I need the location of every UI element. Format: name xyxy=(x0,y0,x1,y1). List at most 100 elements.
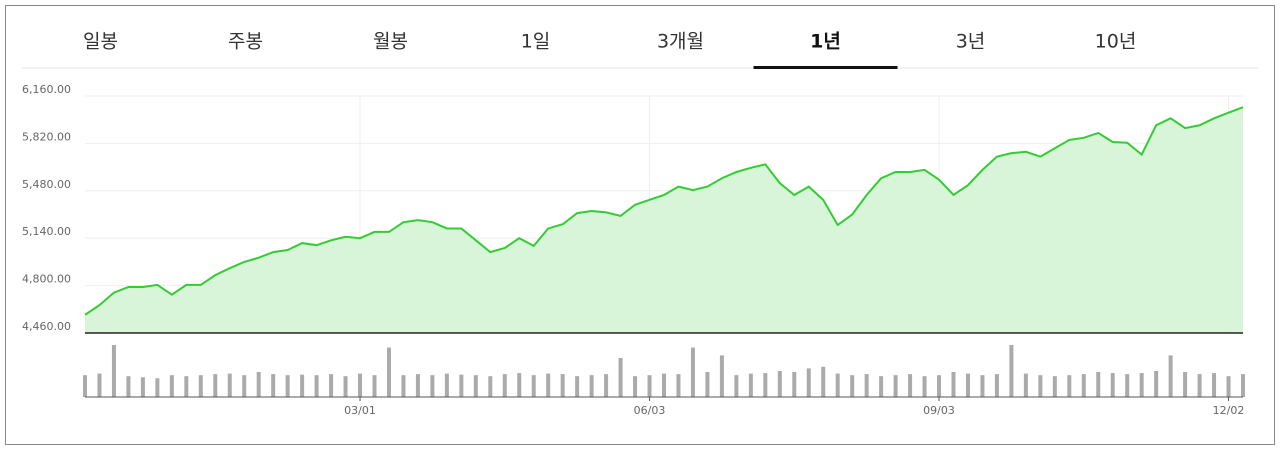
volume-bar xyxy=(198,375,203,397)
volume-bar xyxy=(604,374,609,397)
volume-bar xyxy=(415,374,420,397)
price-line xyxy=(84,106,1244,316)
tab[interactable]: 3개월 xyxy=(657,31,704,53)
volume-bar xyxy=(690,347,695,397)
volume-bar xyxy=(459,374,464,397)
x-tick-label: 06/03 xyxy=(634,404,666,417)
volume-bar xyxy=(97,373,102,397)
y-tick-label: 4,800.00 xyxy=(22,273,71,286)
tab[interactable]: 1일 xyxy=(521,31,551,53)
volume-bar xyxy=(734,375,739,397)
area xyxy=(85,107,1243,333)
volume-bar xyxy=(546,373,551,397)
x-tick-label: 03/01 xyxy=(344,404,376,417)
tab[interactable]: 주봉 xyxy=(228,31,263,53)
volume-bar xyxy=(473,375,478,397)
volume-bar xyxy=(777,371,782,397)
tab[interactable]: 일봉 xyxy=(83,31,118,53)
x-tick-label: 12/02 xyxy=(1213,404,1245,417)
volume-bar xyxy=(126,376,131,397)
volume-bar xyxy=(1183,372,1188,397)
volume-bar xyxy=(227,373,232,397)
volume-bar xyxy=(343,376,348,397)
volume-bar xyxy=(589,375,594,397)
tab[interactable]: 1년 xyxy=(810,31,841,53)
volume-bar xyxy=(893,375,898,397)
volume-bar xyxy=(1125,374,1130,397)
volume-bar xyxy=(792,372,797,397)
volume-bar xyxy=(1096,372,1101,397)
tab[interactable]: 월봉 xyxy=(373,31,408,53)
volume-bar xyxy=(676,374,681,397)
volume-bar xyxy=(271,374,276,397)
volume-bar xyxy=(821,366,826,397)
volume-bar xyxy=(213,374,218,397)
tab[interactable]: 10년 xyxy=(1095,31,1137,53)
volume-bar xyxy=(1197,374,1202,397)
volume-bar xyxy=(444,373,449,397)
volume-bar xyxy=(1052,376,1057,397)
x-tick-label: 09/03 xyxy=(923,404,955,417)
volume-bar xyxy=(358,373,363,397)
volume-bar xyxy=(531,375,536,397)
volume-bar xyxy=(937,375,942,397)
volume-bar xyxy=(763,373,768,397)
volume-bar xyxy=(1081,374,1086,397)
tab[interactable]: 3년 xyxy=(956,31,986,53)
volume-bar xyxy=(401,375,406,397)
volume-bar xyxy=(618,358,623,397)
volume-bar xyxy=(835,373,840,397)
volume-bar xyxy=(662,373,666,397)
y-tick-label: 4,460.00 xyxy=(22,320,71,333)
widget-frame xyxy=(5,5,1275,445)
volume-bar xyxy=(951,372,956,397)
y-tick-label: 5,820.00 xyxy=(22,130,71,143)
volume-bar xyxy=(922,376,927,397)
volume-bar xyxy=(1110,373,1115,397)
volume-bar xyxy=(1212,373,1217,397)
volume-bar xyxy=(285,375,290,397)
volume-bar xyxy=(864,374,869,397)
volume-bar xyxy=(169,375,174,397)
volume-bar xyxy=(560,374,565,397)
volume-bar xyxy=(155,378,160,397)
volume-bar xyxy=(488,376,493,397)
volume-bar xyxy=(111,345,116,397)
volume-bar xyxy=(386,347,391,397)
volume-bar xyxy=(314,375,319,397)
volume-bar xyxy=(140,377,145,397)
volume-bar xyxy=(994,374,999,397)
volume-bar xyxy=(806,368,811,397)
volume-bar xyxy=(372,375,377,397)
volume-bar xyxy=(184,376,189,397)
volume-bar xyxy=(430,375,435,397)
volume-bar xyxy=(329,374,334,397)
volume-bar xyxy=(1154,371,1159,397)
volume-bar xyxy=(879,376,884,397)
y-tick-label: 5,140.00 xyxy=(22,225,71,238)
volume-bar xyxy=(980,375,985,397)
volume-bar xyxy=(633,376,638,397)
volume-bar xyxy=(502,374,507,397)
volume-bar xyxy=(1241,374,1245,397)
volume-bar xyxy=(517,373,522,397)
volume-bar xyxy=(256,372,261,397)
y-tick-label: 6,160.00 xyxy=(22,83,71,96)
volume-bar xyxy=(1139,373,1144,397)
volume-bar xyxy=(965,373,970,397)
volume-bar xyxy=(748,373,753,397)
volume-bar xyxy=(719,355,724,397)
tab-underline xyxy=(753,66,898,69)
volume-bar xyxy=(1226,376,1231,397)
volume-bar xyxy=(908,374,913,397)
volume-bar xyxy=(705,372,710,397)
volume-bar xyxy=(83,375,87,397)
volume-bar xyxy=(850,375,855,397)
volume-bar xyxy=(1009,345,1014,397)
volume-bar xyxy=(1168,355,1173,397)
volume-bar xyxy=(242,375,247,397)
volume-bar xyxy=(1067,375,1072,397)
volume-bar xyxy=(300,374,305,397)
